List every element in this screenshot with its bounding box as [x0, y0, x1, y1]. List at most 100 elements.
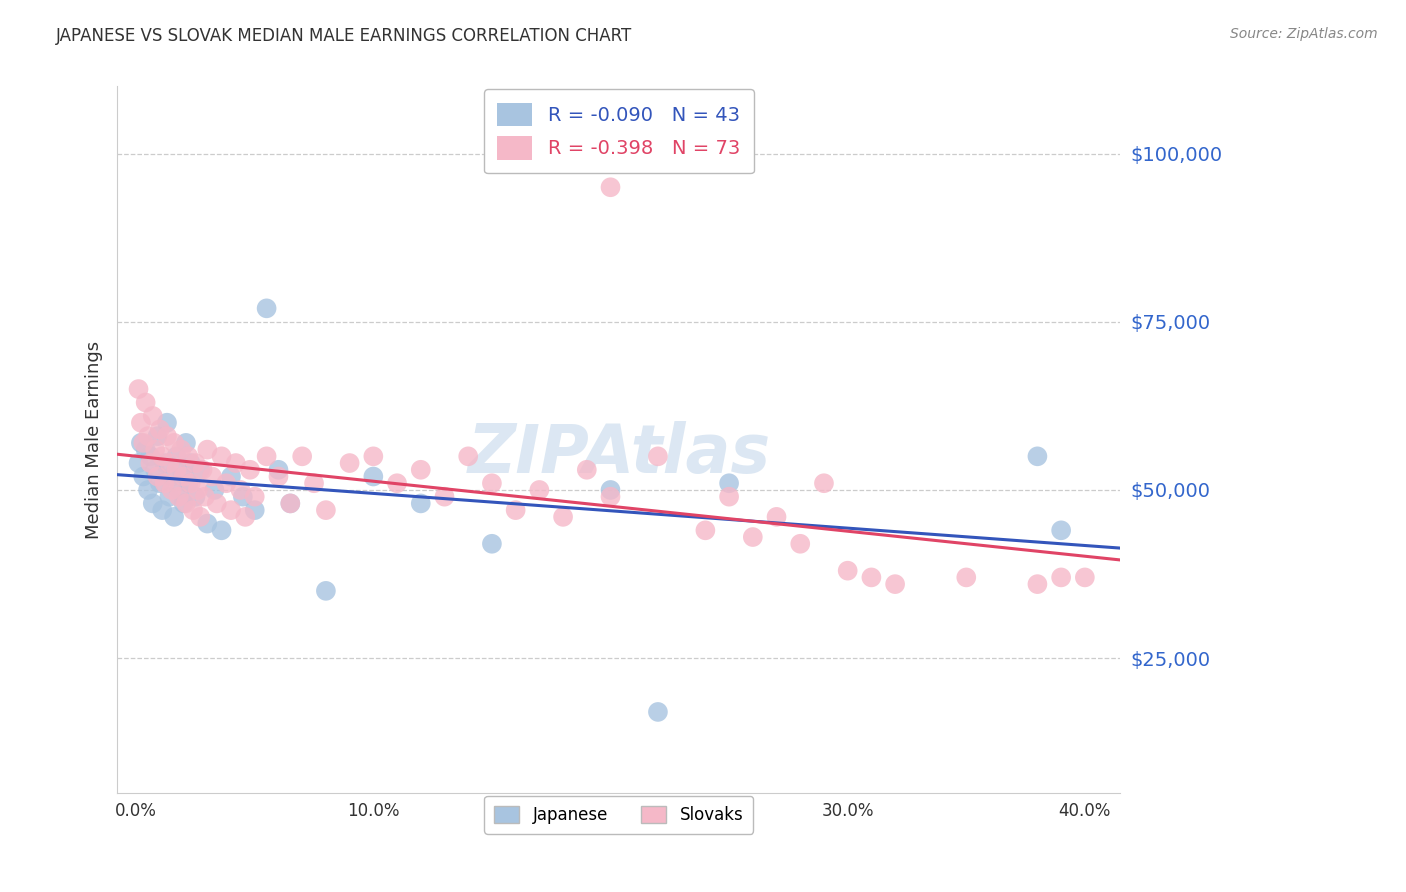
Point [741, 530, 763, 544]
Point [204, 483, 226, 497]
Point [256, 450, 278, 464]
Point [363, 469, 385, 483]
Point [215, 476, 238, 491]
Point [599, 180, 621, 194]
Point [173, 469, 195, 483]
Point [128, 382, 150, 396]
Point [170, 442, 193, 457]
Point [174, 435, 197, 450]
Point [181, 503, 204, 517]
Point [718, 490, 741, 504]
Point [211, 524, 233, 538]
Point [156, 429, 179, 443]
Point [339, 456, 361, 470]
Point [267, 463, 290, 477]
Point [157, 490, 180, 504]
Point [229, 483, 252, 497]
Point [291, 450, 314, 464]
Point [647, 450, 669, 464]
Text: ZIPAtlas: ZIPAtlas [467, 421, 770, 487]
Point [219, 503, 242, 517]
Point [156, 416, 179, 430]
Point [180, 476, 202, 491]
Point [765, 509, 787, 524]
Point [1026, 577, 1049, 591]
Point [177, 476, 200, 491]
Point [551, 509, 574, 524]
Point [180, 456, 202, 470]
Point [146, 429, 169, 443]
Point [211, 450, 233, 464]
Point [315, 583, 337, 598]
Point [150, 450, 173, 464]
Point [170, 463, 193, 477]
Point [153, 476, 176, 491]
Point [163, 435, 186, 450]
Point [599, 490, 621, 504]
Point [166, 463, 188, 477]
Point [201, 469, 224, 483]
Point [232, 490, 254, 504]
Y-axis label: Median Male Earnings: Median Male Earnings [86, 341, 103, 539]
Point [135, 442, 157, 457]
Point [194, 490, 217, 504]
Point [385, 476, 408, 491]
Point [233, 509, 256, 524]
Point [1050, 570, 1073, 584]
Point [167, 490, 190, 504]
Point [188, 509, 211, 524]
Point [225, 456, 247, 470]
Point [188, 463, 211, 477]
Point [955, 570, 977, 584]
Point [243, 490, 266, 504]
Point [695, 524, 717, 538]
Point [173, 496, 195, 510]
Point [278, 496, 301, 510]
Point [267, 469, 290, 483]
Point [191, 463, 214, 477]
Text: Source: ZipAtlas.com: Source: ZipAtlas.com [1230, 27, 1378, 41]
Point [139, 456, 162, 470]
Point [128, 456, 150, 470]
Point [160, 483, 183, 497]
Point [184, 456, 207, 470]
Text: JAPANESE VS SLOVAK MEDIAN MALE EARNINGS CORRELATION CHART: JAPANESE VS SLOVAK MEDIAN MALE EARNINGS … [56, 27, 633, 45]
Point [481, 476, 503, 491]
Point [132, 435, 155, 450]
Point [184, 490, 207, 504]
Legend: Japanese, Slovaks: Japanese, Slovaks [484, 796, 754, 834]
Point [256, 301, 278, 316]
Point [139, 450, 162, 464]
Point [718, 476, 741, 491]
Point [789, 537, 811, 551]
Point [153, 456, 176, 470]
Point [1026, 450, 1049, 464]
Point [135, 395, 157, 409]
Point [278, 496, 301, 510]
Point [167, 483, 190, 497]
Point [409, 496, 432, 510]
Point [1050, 524, 1073, 538]
Point [187, 483, 209, 497]
Point [433, 490, 456, 504]
Point [166, 450, 188, 464]
Point [146, 469, 169, 483]
Point [149, 476, 172, 491]
Point [150, 503, 173, 517]
Point [142, 409, 165, 423]
Point [136, 429, 159, 443]
Point [149, 422, 172, 436]
Point [239, 463, 262, 477]
Point [884, 577, 907, 591]
Point [205, 496, 228, 510]
Point [302, 476, 325, 491]
Point [1074, 570, 1097, 584]
Point [363, 450, 385, 464]
Point [163, 509, 186, 524]
Point [160, 469, 183, 483]
Point [132, 469, 155, 483]
Point [177, 450, 200, 464]
Point [129, 435, 152, 450]
Point [647, 705, 669, 719]
Point [860, 570, 883, 584]
